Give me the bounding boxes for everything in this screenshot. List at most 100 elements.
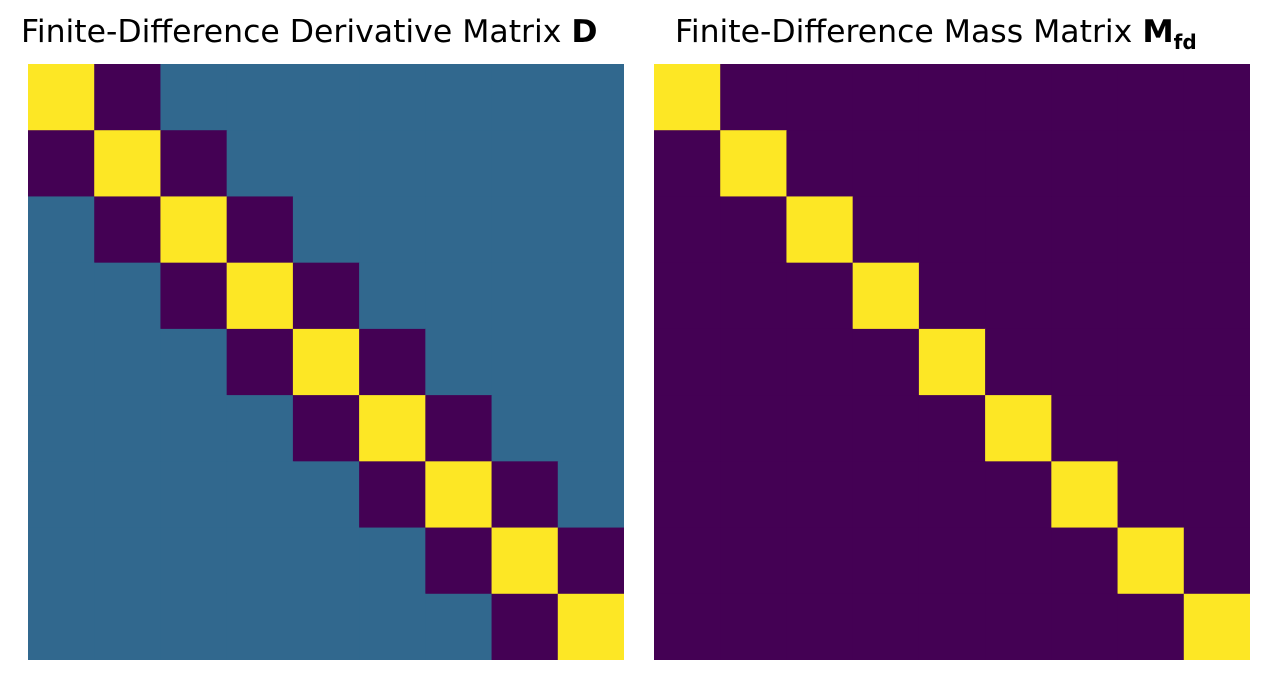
- derivative-matrix-cell-r8-c0: [28, 593, 95, 660]
- derivative-matrix-cell-r4-c7: [491, 328, 559, 396]
- derivative-matrix-cell-r6-c1: [94, 461, 162, 529]
- mass-matrix-cell-r6-c3: [852, 461, 920, 529]
- derivative-matrix-cell-r0-c3: [226, 64, 294, 131]
- mass-matrix-cell-r3-c3: [852, 262, 920, 330]
- mass-matrix-cell-r6-c4: [918, 461, 986, 529]
- derivative-matrix-cell-r7-c3: [226, 527, 294, 595]
- derivative-matrix-cell-r6-c2: [160, 461, 228, 529]
- mass-matrix-cell-r5-c8: [1183, 395, 1250, 462]
- derivative-matrix-cell-r0-c6: [425, 64, 493, 131]
- derivative-matrix-cell-r3-c4: [292, 262, 360, 330]
- derivative-matrix-cell-r0-c2: [160, 64, 228, 131]
- derivative-matrix-cell-r5-c8: [557, 395, 624, 462]
- derivative-matrix-cell-r3-c2: [160, 262, 228, 330]
- derivative-matrix-cell-r5-c3: [226, 395, 294, 462]
- mass-matrix-cell-r0-c8: [1183, 64, 1250, 131]
- derivative-matrix-cell-r7-c8: [557, 527, 624, 595]
- mass-matrix-cell-r4-c8: [1183, 328, 1250, 396]
- derivative-matrix-cell-r3-c1: [94, 262, 162, 330]
- mass-matrix-cell-r0-c2: [786, 64, 854, 131]
- derivative-matrix-cell-r1-c7: [491, 130, 559, 198]
- derivative-matrix-cell-r2-c5: [359, 196, 426, 264]
- mass-matrix-cell-r0-c7: [1117, 64, 1185, 131]
- mass-matrix-cell-r8-c2: [786, 593, 854, 660]
- derivative-matrix-cell-r7-c7: [491, 527, 559, 595]
- mass-matrix-cell-r2-c8: [1183, 196, 1250, 264]
- derivative-matrix-title: Finite-Difference Derivative Matrix D: [21, 14, 598, 52]
- mass-matrix-cell-r2-c0: [654, 196, 721, 264]
- mass-matrix-title: Finite-Difference Mass Matrix Mfd: [675, 14, 1197, 52]
- derivative-matrix-cell-r6-c5: [359, 461, 426, 529]
- mass-matrix-cell-r0-c1: [720, 64, 788, 131]
- derivative-matrix-cell-r6-c7: [491, 461, 559, 529]
- derivative-matrix-cell-r5-c1: [94, 395, 162, 462]
- mass-matrix-cell-r8-c1: [720, 593, 788, 660]
- mass-matrix-cell-r6-c1: [720, 461, 788, 529]
- derivative-matrix-cell-r7-c0: [28, 527, 95, 595]
- derivative-matrix-cell-r3-c0: [28, 262, 95, 330]
- mass-matrix-cell-r4-c1: [720, 328, 788, 396]
- mass-matrix-cell-r6-c6: [1051, 461, 1119, 529]
- mass-matrix-cell-r5-c1: [720, 395, 788, 462]
- derivative-matrix-cell-r5-c4: [292, 395, 360, 462]
- derivative-matrix-cell-r2-c6: [425, 196, 493, 264]
- mass-matrix-cell-r6-c0: [654, 461, 721, 529]
- derivative-matrix-title-symbol: D: [571, 14, 598, 50]
- mass-matrix-cell-r8-c5: [985, 593, 1052, 660]
- derivative-matrix-cell-r4-c1: [94, 328, 162, 396]
- mass-matrix-cell-r0-c3: [852, 64, 920, 131]
- derivative-matrix-cell-r6-c3: [226, 461, 294, 529]
- mass-matrix-cell-r1-c5: [985, 130, 1052, 198]
- derivative-matrix-cell-r5-c2: [160, 395, 228, 462]
- derivative-matrix-cell-r8-c3: [226, 593, 294, 660]
- mass-matrix-cell-r7-c5: [985, 527, 1052, 595]
- mass-matrix-cell-r3-c7: [1117, 262, 1185, 330]
- mass-matrix-cell-r6-c8: [1183, 461, 1250, 529]
- mass-matrix-cell-r5-c5: [985, 395, 1052, 462]
- mass-matrix-cell-r0-c4: [918, 64, 986, 131]
- derivative-matrix-cell-r8-c6: [425, 593, 493, 660]
- mass-matrix-cell-r2-c7: [1117, 196, 1185, 264]
- mass-matrix-cell-r8-c6: [1051, 593, 1119, 660]
- derivative-matrix-cell-r6-c6: [425, 461, 493, 529]
- mass-matrix-cell-r7-c0: [654, 527, 721, 595]
- mass-matrix-cell-r4-c3: [852, 328, 920, 396]
- derivative-matrix-cell-r3-c5: [359, 262, 426, 330]
- derivative-matrix-cell-r8-c4: [292, 593, 360, 660]
- derivative-matrix-cell-r0-c8: [557, 64, 624, 131]
- mass-matrix-title-subscript: fd: [1173, 30, 1197, 54]
- mass-matrix-cell-r1-c2: [786, 130, 854, 198]
- mass-matrix-cell-r7-c1: [720, 527, 788, 595]
- mass-matrix-cell-r1-c4: [918, 130, 986, 198]
- mass-matrix-cell-r2-c4: [918, 196, 986, 264]
- derivative-matrix-title-text: Finite-Difference Derivative Matrix: [21, 14, 562, 50]
- mass-matrix-cell-r2-c3: [852, 196, 920, 264]
- derivative-matrix-cell-r7-c6: [425, 527, 493, 595]
- derivative-matrix-panel: Finite-Difference Derivative Matrix D: [21, 14, 624, 660]
- derivative-matrix-cell-r6-c4: [292, 461, 360, 529]
- derivative-matrix-cell-r1-c4: [292, 130, 360, 198]
- mass-matrix-cell-r5-c0: [654, 395, 721, 462]
- derivative-matrix-cell-r2-c1: [94, 196, 162, 264]
- mass-matrix-panel: Finite-Difference Mass Matrix Mfd: [626, 0, 1269, 679]
- mass-matrix-cell-r3-c0: [654, 262, 721, 330]
- mass-matrix-cell-r0-c6: [1051, 64, 1119, 131]
- mass-matrix-cell-r6-c5: [985, 461, 1052, 529]
- derivative-matrix-cell-r8-c5: [359, 593, 426, 660]
- mass-matrix-cell-r4-c7: [1117, 328, 1185, 396]
- derivative-matrix-cell-r7-c4: [292, 527, 360, 595]
- derivative-matrix-cell-r8-c7: [491, 593, 559, 660]
- mass-matrix-cell-r3-c8: [1183, 262, 1250, 330]
- mass-matrix-title-text: Finite-Difference Mass Matrix: [675, 14, 1133, 50]
- derivative-matrix-cell-r5-c5: [359, 395, 426, 462]
- mass-matrix-cell-r7-c8: [1183, 527, 1250, 595]
- mass-matrix-cell-r1-c6: [1051, 130, 1119, 198]
- mass-matrix-cell-r2-c5: [985, 196, 1052, 264]
- mass-matrix-cell-r1-c0: [654, 130, 721, 198]
- mass-matrix-cell-r2-c6: [1051, 196, 1119, 264]
- derivative-matrix-cell-r1-c1: [94, 130, 162, 198]
- mass-matrix-cell-r2-c1: [720, 196, 788, 264]
- derivative-matrix-cell-r2-c8: [557, 196, 624, 264]
- derivative-matrix-cell-r0-c7: [491, 64, 559, 131]
- derivative-matrix-cell-r4-c2: [160, 328, 228, 396]
